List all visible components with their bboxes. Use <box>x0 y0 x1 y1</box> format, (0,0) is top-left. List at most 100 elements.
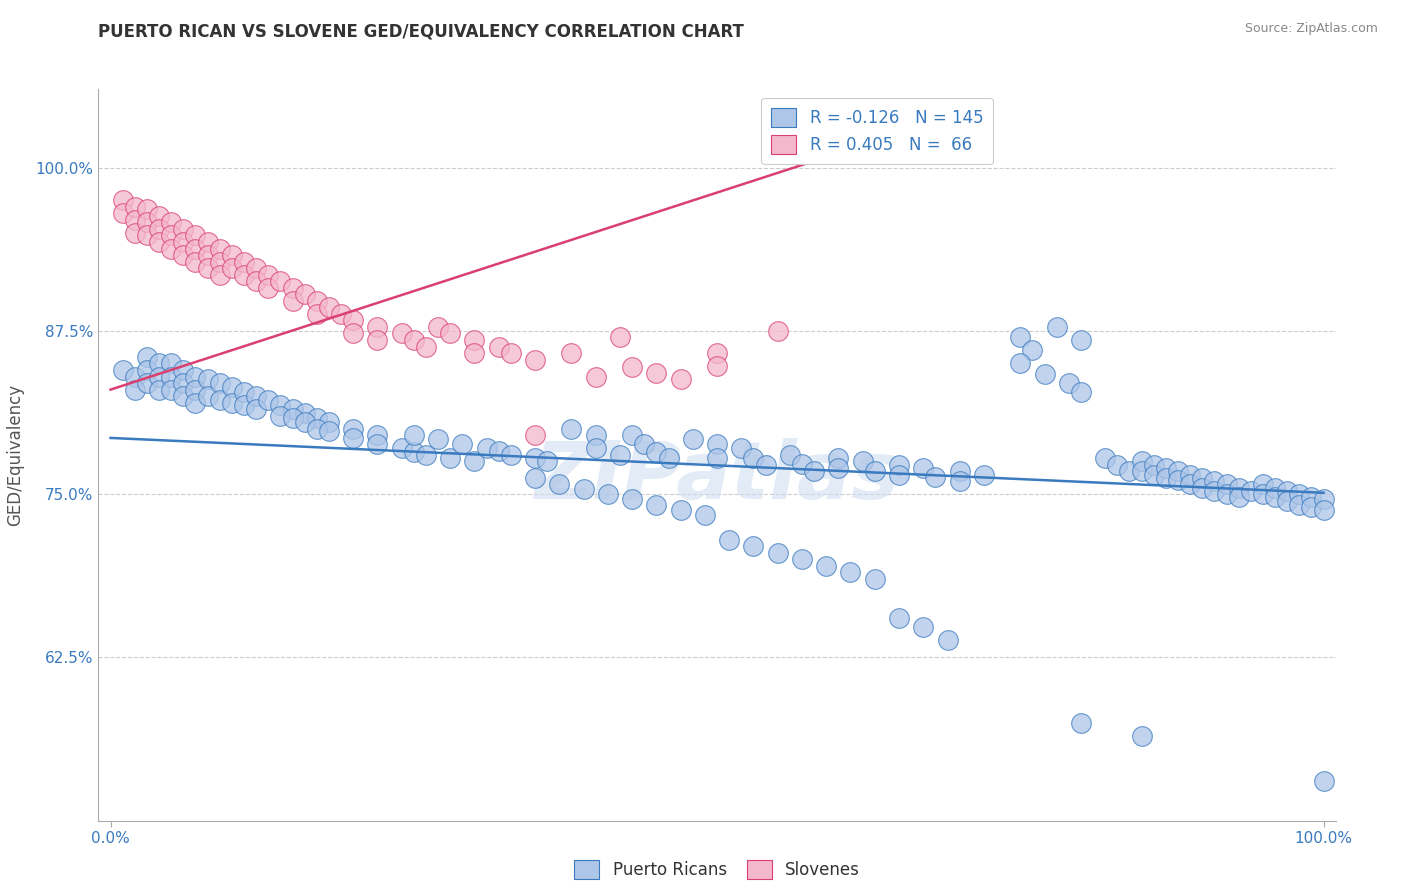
Point <box>451 437 474 451</box>
Point <box>124 383 146 397</box>
Point <box>197 248 219 262</box>
Text: PUERTO RICAN VS SLOVENE GED/EQUIVALENCY CORRELATION CHART: PUERTO RICAN VS SLOVENE GED/EQUIVALENCY … <box>98 22 744 40</box>
Point <box>197 372 219 386</box>
Point <box>136 376 159 390</box>
Point <box>524 352 547 367</box>
Point <box>197 261 219 276</box>
Point <box>1191 481 1213 495</box>
Point <box>184 228 207 243</box>
Point <box>221 261 243 276</box>
Point <box>827 461 849 475</box>
Point <box>645 498 668 512</box>
Point <box>1227 490 1250 504</box>
Point <box>281 402 304 417</box>
Point <box>172 389 194 403</box>
Point <box>706 437 728 451</box>
Point <box>160 383 183 397</box>
Point <box>949 474 972 488</box>
Point <box>1251 487 1274 501</box>
Point <box>645 445 668 459</box>
Point <box>1275 484 1298 499</box>
Point <box>269 398 291 412</box>
Point <box>233 398 256 412</box>
Point <box>439 450 461 465</box>
Point <box>136 215 159 229</box>
Point <box>184 242 207 256</box>
Point <box>1070 333 1092 347</box>
Point <box>172 248 194 262</box>
Point <box>184 383 207 397</box>
Point <box>245 402 267 417</box>
Point <box>136 350 159 364</box>
Point <box>815 558 838 573</box>
Point <box>1264 490 1286 504</box>
Point <box>887 467 910 482</box>
Point <box>790 457 813 471</box>
Point <box>1227 481 1250 495</box>
Point <box>342 422 364 436</box>
Point <box>269 274 291 288</box>
Point <box>827 450 849 465</box>
Point <box>208 376 231 390</box>
Point <box>1312 503 1334 517</box>
Point <box>621 428 644 442</box>
Point <box>160 228 183 243</box>
Point <box>463 454 485 468</box>
Point <box>1312 492 1334 507</box>
Point <box>208 268 231 282</box>
Point <box>572 482 595 496</box>
Point <box>499 346 522 360</box>
Point <box>730 442 752 456</box>
Point <box>172 363 194 377</box>
Point <box>657 450 679 465</box>
Point <box>852 454 875 468</box>
Point <box>936 633 959 648</box>
Point <box>1178 467 1201 482</box>
Point <box>160 242 183 256</box>
Point <box>1204 474 1226 488</box>
Point <box>718 533 741 547</box>
Point <box>1130 464 1153 478</box>
Point <box>160 369 183 384</box>
Point <box>366 333 388 347</box>
Point <box>136 363 159 377</box>
Point <box>1070 385 1092 400</box>
Point <box>488 339 510 353</box>
Point <box>208 242 231 256</box>
Point <box>281 411 304 425</box>
Point <box>1215 487 1237 501</box>
Point <box>585 442 607 456</box>
Point <box>560 346 582 360</box>
Point <box>402 333 425 347</box>
Point <box>318 301 340 315</box>
Point <box>305 411 328 425</box>
Point <box>839 566 862 580</box>
Point <box>863 572 886 586</box>
Point <box>136 202 159 217</box>
Point <box>184 369 207 384</box>
Point <box>330 307 353 321</box>
Point <box>706 359 728 373</box>
Point <box>693 508 716 522</box>
Point <box>148 369 170 384</box>
Point <box>257 281 280 295</box>
Point <box>706 346 728 360</box>
Point <box>391 326 413 341</box>
Point <box>439 326 461 341</box>
Point <box>208 254 231 268</box>
Point <box>1167 473 1189 487</box>
Point <box>1057 376 1080 390</box>
Text: ZIPatlas: ZIPatlas <box>534 438 900 516</box>
Point <box>1191 471 1213 485</box>
Point <box>148 209 170 223</box>
Point <box>924 470 946 484</box>
Point <box>1288 498 1310 512</box>
Point <box>257 393 280 408</box>
Point <box>548 476 571 491</box>
Point <box>1118 464 1140 478</box>
Point <box>124 369 146 384</box>
Point <box>1275 493 1298 508</box>
Point <box>233 268 256 282</box>
Point <box>1010 330 1032 344</box>
Point <box>1130 454 1153 468</box>
